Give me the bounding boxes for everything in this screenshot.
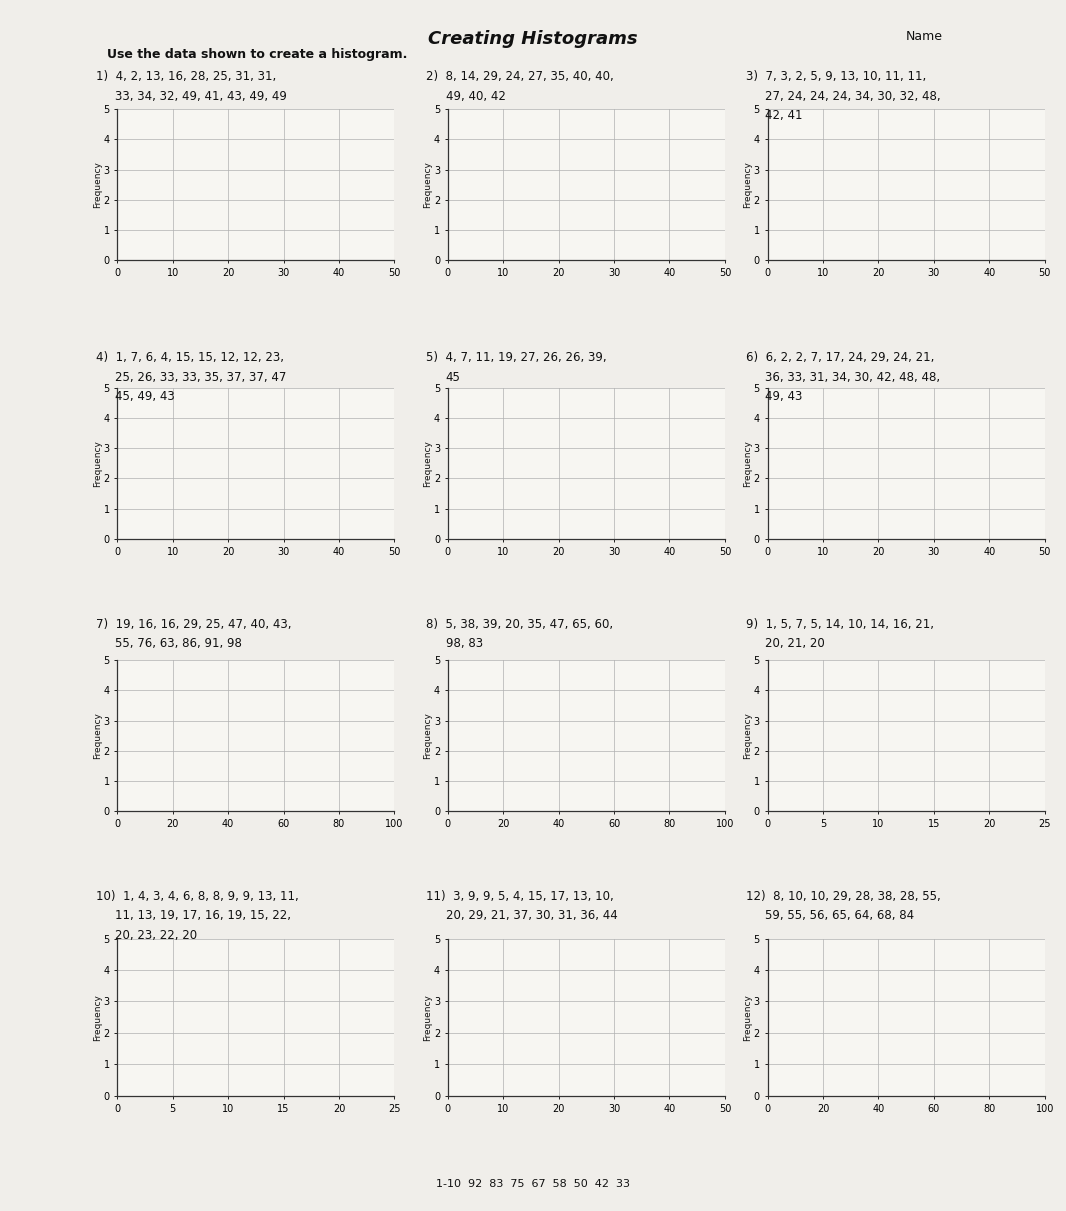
- Text: 6)  6, 2, 2, 7, 17, 24, 29, 24, 21,: 6) 6, 2, 2, 7, 17, 24, 29, 24, 21,: [746, 351, 935, 365]
- Y-axis label: Frequency: Frequency: [93, 440, 102, 487]
- Y-axis label: Frequency: Frequency: [743, 161, 753, 208]
- Text: 2)  8, 14, 29, 24, 27, 35, 40, 40,: 2) 8, 14, 29, 24, 27, 35, 40, 40,: [426, 70, 614, 84]
- Text: 33, 34, 32, 49, 41, 43, 49, 49: 33, 34, 32, 49, 41, 43, 49, 49: [115, 90, 287, 103]
- Text: 45: 45: [446, 371, 461, 384]
- Y-axis label: Frequency: Frequency: [93, 161, 102, 208]
- Text: 36, 33, 31, 34, 30, 42, 48, 48,: 36, 33, 31, 34, 30, 42, 48, 48,: [765, 371, 940, 384]
- Y-axis label: Frequency: Frequency: [93, 712, 102, 759]
- Text: 59, 55, 56, 65, 64, 68, 84: 59, 55, 56, 65, 64, 68, 84: [765, 909, 915, 923]
- Text: 49, 40, 42: 49, 40, 42: [446, 90, 505, 103]
- Y-axis label: Frequency: Frequency: [423, 994, 433, 1040]
- Text: 12)  8, 10, 10, 29, 28, 38, 28, 55,: 12) 8, 10, 10, 29, 28, 38, 28, 55,: [746, 890, 941, 903]
- Text: Creating Histograms: Creating Histograms: [429, 30, 637, 48]
- Y-axis label: Frequency: Frequency: [423, 712, 433, 759]
- Text: Use the data shown to create a histogram.: Use the data shown to create a histogram…: [107, 48, 407, 62]
- Text: 25, 26, 33, 33, 35, 37, 37, 47: 25, 26, 33, 33, 35, 37, 37, 47: [115, 371, 287, 384]
- Text: 45, 49, 43: 45, 49, 43: [115, 390, 175, 403]
- Y-axis label: Frequency: Frequency: [423, 440, 433, 487]
- Text: 1-10  92  83  75  67  58  50  42  33: 1-10 92 83 75 67 58 50 42 33: [436, 1180, 630, 1189]
- Y-axis label: Frequency: Frequency: [743, 712, 753, 759]
- Text: 9)  1, 5, 7, 5, 14, 10, 14, 16, 21,: 9) 1, 5, 7, 5, 14, 10, 14, 16, 21,: [746, 618, 934, 631]
- Y-axis label: Frequency: Frequency: [423, 161, 433, 208]
- Text: 42, 41: 42, 41: [765, 109, 803, 122]
- Text: Name: Name: [906, 30, 943, 44]
- Text: 20, 23, 22, 20: 20, 23, 22, 20: [115, 929, 197, 942]
- Text: 4)  1, 7, 6, 4, 15, 15, 12, 12, 23,: 4) 1, 7, 6, 4, 15, 15, 12, 12, 23,: [96, 351, 284, 365]
- Text: 10)  1, 4, 3, 4, 6, 8, 8, 9, 9, 13, 11,: 10) 1, 4, 3, 4, 6, 8, 8, 9, 9, 13, 11,: [96, 890, 298, 903]
- Y-axis label: Frequency: Frequency: [743, 440, 753, 487]
- Text: 20, 29, 21, 37, 30, 31, 36, 44: 20, 29, 21, 37, 30, 31, 36, 44: [446, 909, 617, 923]
- Text: 27, 24, 24, 24, 34, 30, 32, 48,: 27, 24, 24, 24, 34, 30, 32, 48,: [765, 90, 941, 103]
- Text: 11)  3, 9, 9, 5, 4, 15, 17, 13, 10,: 11) 3, 9, 9, 5, 4, 15, 17, 13, 10,: [426, 890, 614, 903]
- Text: 8)  5, 38, 39, 20, 35, 47, 65, 60,: 8) 5, 38, 39, 20, 35, 47, 65, 60,: [426, 618, 614, 631]
- Text: 5)  4, 7, 11, 19, 27, 26, 26, 39,: 5) 4, 7, 11, 19, 27, 26, 26, 39,: [426, 351, 607, 365]
- Text: 3)  7, 3, 2, 5, 9, 13, 10, 11, 11,: 3) 7, 3, 2, 5, 9, 13, 10, 11, 11,: [746, 70, 926, 84]
- Y-axis label: Frequency: Frequency: [93, 994, 102, 1040]
- Text: 1)  4, 2, 13, 16, 28, 25, 31, 31,: 1) 4, 2, 13, 16, 28, 25, 31, 31,: [96, 70, 276, 84]
- Text: 7)  19, 16, 16, 29, 25, 47, 40, 43,: 7) 19, 16, 16, 29, 25, 47, 40, 43,: [96, 618, 291, 631]
- Text: 55, 76, 63, 86, 91, 98: 55, 76, 63, 86, 91, 98: [115, 637, 242, 650]
- Text: 20, 21, 20: 20, 21, 20: [765, 637, 825, 650]
- Y-axis label: Frequency: Frequency: [743, 994, 753, 1040]
- Text: 11, 13, 19, 17, 16, 19, 15, 22,: 11, 13, 19, 17, 16, 19, 15, 22,: [115, 909, 291, 923]
- Text: 98, 83: 98, 83: [446, 637, 483, 650]
- Text: 49, 43: 49, 43: [765, 390, 803, 403]
